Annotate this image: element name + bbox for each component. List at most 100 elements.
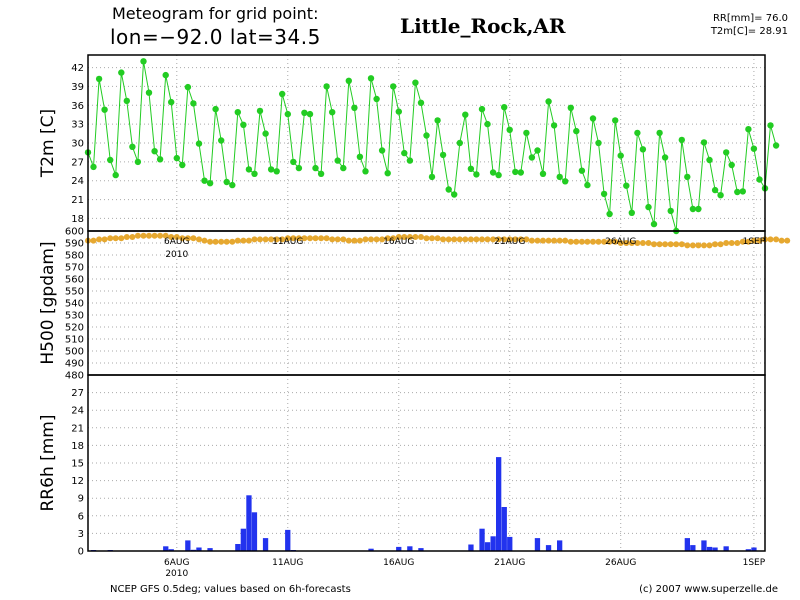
t2m-point <box>378 147 386 154</box>
t2m-point <box>573 127 580 135</box>
h500-point <box>96 236 103 243</box>
h500-point <box>634 240 641 246</box>
grid-point-coordinates: lon=−92.0 lat=34.5 <box>110 25 321 49</box>
h500-ytick-label: 490 <box>65 359 84 370</box>
t2m-point <box>567 104 574 112</box>
rr6h-ytick-label: 12 <box>71 476 84 487</box>
h500-point <box>340 236 347 243</box>
t2m-point <box>728 161 735 169</box>
t2m-point <box>118 69 125 76</box>
h500-point <box>218 238 225 245</box>
h500-point <box>179 235 186 242</box>
h500-point <box>262 236 269 243</box>
h500-point <box>745 238 752 245</box>
t2m-point <box>323 83 330 90</box>
h500-point <box>351 237 358 244</box>
h500-point <box>140 232 147 239</box>
h500-point <box>773 236 780 243</box>
t2m-point <box>401 149 408 157</box>
rr6h-bar <box>163 546 169 551</box>
t2m-point <box>190 100 197 107</box>
frame-layer <box>87 54 766 552</box>
h500-point <box>645 240 652 246</box>
t2m-point <box>334 157 341 164</box>
t2m-point <box>700 139 708 146</box>
t2m-point <box>678 136 685 144</box>
h500-point <box>651 241 657 248</box>
t2m-point <box>301 109 308 117</box>
h500-point <box>356 237 363 244</box>
t2m-point <box>723 149 730 156</box>
t2m-point <box>684 173 691 181</box>
t2m-point <box>501 104 508 111</box>
station-name: Little_Rock,AR <box>400 14 566 38</box>
t2m-point <box>367 75 375 82</box>
t2m-point <box>711 186 719 194</box>
total-precipitation: RR[mm]= 76.0 <box>712 13 788 24</box>
h500-ytick-label: 480 <box>65 371 84 382</box>
h500-point <box>146 232 152 239</box>
rr6h-bar <box>418 548 424 551</box>
t2m-point <box>295 164 303 172</box>
h500-point <box>451 236 458 243</box>
rr6h-date-label: 26AUG <box>605 558 636 568</box>
h500-ytick-label: 530 <box>65 311 84 322</box>
h500-point <box>373 236 380 243</box>
h500-point <box>701 242 707 249</box>
data-layer <box>84 58 791 551</box>
rr6h-bar <box>396 546 402 551</box>
h500-date-label: 21AUG <box>494 237 525 247</box>
h500-point <box>756 237 763 244</box>
h500-date-label: 26AUG <box>605 237 636 247</box>
t2m-point <box>439 151 447 159</box>
rr6h-bar <box>407 546 413 551</box>
h500-date-label: 6AUG <box>164 237 189 247</box>
h500-point <box>379 236 386 243</box>
h500-point <box>251 236 258 243</box>
t2m-point <box>617 152 624 159</box>
t2m-point <box>317 170 325 177</box>
t2m-ytick-label: 30 <box>71 139 84 150</box>
rr6h-bar <box>706 546 713 551</box>
rr6h-bar <box>168 549 174 551</box>
h500-point <box>501 236 508 243</box>
t2m-point <box>650 220 658 228</box>
h500-point <box>684 242 691 249</box>
h500-point <box>551 237 558 244</box>
h500-point <box>162 232 169 239</box>
h500-point <box>107 235 114 242</box>
t2m-point <box>545 98 552 105</box>
h500-point <box>412 234 419 240</box>
t2m-point <box>273 168 280 175</box>
h500-point <box>662 241 669 248</box>
t2m-point <box>279 90 286 98</box>
h500-point <box>423 235 430 242</box>
rr6h-bar <box>468 544 474 551</box>
h500-point <box>456 236 463 243</box>
rr6h-date-label: 21AUG <box>494 558 525 568</box>
h500-point <box>612 238 619 245</box>
rr6h-bar <box>235 544 241 551</box>
h500-point <box>406 234 413 240</box>
h500-point <box>750 237 757 244</box>
t2m-point <box>717 192 724 199</box>
h500-point <box>728 240 735 246</box>
t2m-point <box>550 122 558 129</box>
h500-point <box>656 241 663 248</box>
t2m-point <box>689 205 697 213</box>
t2m-point <box>179 161 186 169</box>
t2m-point <box>589 115 597 122</box>
meteogram-title: Meteogram for grid point: <box>112 4 319 23</box>
t2m-point <box>395 108 402 115</box>
t2m-point <box>101 106 108 113</box>
h500-point <box>717 241 724 248</box>
h500-point <box>329 236 336 243</box>
t2m-panel-frame <box>87 54 766 232</box>
h500-point <box>595 238 602 245</box>
t2m-point <box>162 71 169 79</box>
t2m-point <box>528 154 536 161</box>
t2m-point <box>556 173 563 181</box>
h500-point <box>157 232 164 239</box>
h500-point <box>240 237 247 244</box>
